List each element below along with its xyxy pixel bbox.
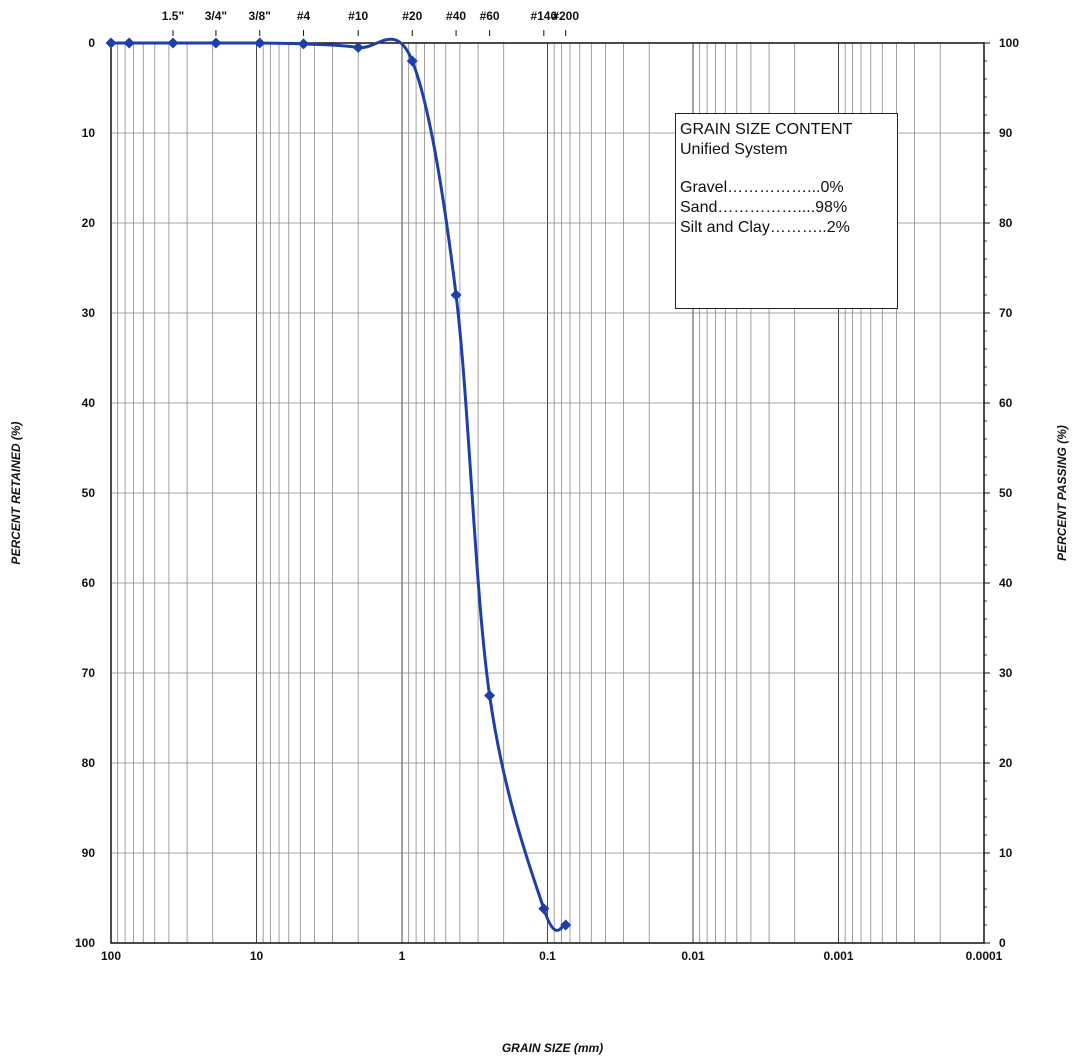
x-tick-label: 0.01 bbox=[681, 949, 705, 963]
y-tick-label-left: 50 bbox=[82, 486, 96, 500]
y-tick-label-right: 60 bbox=[999, 396, 1013, 410]
data-point-marker bbox=[123, 37, 135, 49]
y-tick-label-left: 10 bbox=[82, 126, 96, 140]
sieve-labels: 1.5" 3/4" 3/8" #4 #10 #20 #40 #60 #140#200 bbox=[162, 9, 579, 36]
y-tick-label-right: 30 bbox=[999, 666, 1013, 680]
x-axis-title: GRAIN SIZE (mm) bbox=[502, 1041, 603, 1055]
y-tick-label-right: 100 bbox=[999, 36, 1019, 50]
sieve-label: #140 bbox=[530, 9, 557, 23]
grain-size-content-box: GRAIN SIZE CONTENT Unified System Gravel… bbox=[675, 113, 898, 309]
sieve-label: #60 bbox=[480, 9, 500, 23]
y-tick-label-right: 10 bbox=[999, 846, 1013, 860]
sieve-label: #4 bbox=[297, 9, 311, 23]
sieve-label: #10 bbox=[348, 9, 368, 23]
y-tick-label-left: 40 bbox=[82, 396, 96, 410]
y-tick-label-left: 30 bbox=[82, 306, 96, 320]
sieve-label: 1.5" bbox=[162, 9, 184, 23]
data-point-marker bbox=[406, 55, 418, 67]
y-tick-label-right: 70 bbox=[999, 306, 1013, 320]
data-point-marker bbox=[560, 919, 572, 931]
x-tick-label: 10 bbox=[250, 949, 264, 963]
legend-title: GRAIN SIZE CONTENT bbox=[680, 121, 853, 138]
x-tick-label: 0.1 bbox=[539, 949, 556, 963]
data-point-marker bbox=[450, 289, 462, 301]
legend-row-silt-clay: Silt and Clay………..2% bbox=[680, 219, 850, 236]
x-tick-label: 1 bbox=[399, 949, 406, 963]
x-tick-label: 100 bbox=[101, 949, 121, 963]
y-tick-label-left: 80 bbox=[82, 756, 96, 770]
x-tick-label: 0.0001 bbox=[966, 949, 1003, 963]
y-axis-title-left: PERCENT RETAINED (%) bbox=[9, 421, 23, 564]
data-point-marker bbox=[210, 37, 222, 49]
sieve-label: #20 bbox=[402, 9, 422, 23]
y-tick-label-right: 80 bbox=[999, 216, 1013, 230]
data-points bbox=[105, 37, 572, 931]
data-point-marker bbox=[298, 38, 310, 50]
y-axis-title-right: PERCENT PASSING (%) bbox=[1055, 425, 1069, 561]
data-point-marker bbox=[167, 37, 179, 49]
data-point-marker bbox=[254, 37, 266, 49]
y-tick-label-right: 90 bbox=[999, 126, 1013, 140]
y-tick-label-right: 40 bbox=[999, 576, 1013, 590]
x-tick-label: 0.001 bbox=[823, 949, 853, 963]
y-tick-label-left: 60 bbox=[82, 576, 96, 590]
y-tick-label-left: 20 bbox=[82, 216, 96, 230]
y-tick-label-left: 70 bbox=[82, 666, 96, 680]
data-point-marker bbox=[538, 903, 550, 915]
axis-ticks: 0102030405060708090100100908070605040302… bbox=[75, 36, 1019, 963]
sieve-label: 3/4" bbox=[205, 9, 227, 23]
gradation-curve bbox=[110, 37, 567, 932]
sieve-label: 3/8" bbox=[249, 9, 271, 23]
sieve-label: #40 bbox=[446, 9, 466, 23]
y-tick-label-right: 50 bbox=[999, 486, 1013, 500]
data-point-marker bbox=[484, 690, 496, 701]
y-tick-label-right: 0 bbox=[999, 936, 1006, 950]
sieve-label: #200 bbox=[552, 9, 579, 23]
legend-row-gravel: Gravel……………...0% bbox=[680, 179, 844, 196]
y-tick-label-left: 90 bbox=[82, 846, 96, 860]
data-point-marker bbox=[352, 42, 364, 53]
y-tick-label-left: 0 bbox=[88, 36, 95, 50]
y-tick-label-left: 100 bbox=[75, 936, 95, 950]
legend-row-sand: Sand……………....98% bbox=[680, 199, 848, 216]
data-point-marker bbox=[105, 37, 117, 49]
y-tick-label-right: 20 bbox=[999, 756, 1013, 770]
legend-subtitle: Unified System bbox=[680, 141, 788, 158]
